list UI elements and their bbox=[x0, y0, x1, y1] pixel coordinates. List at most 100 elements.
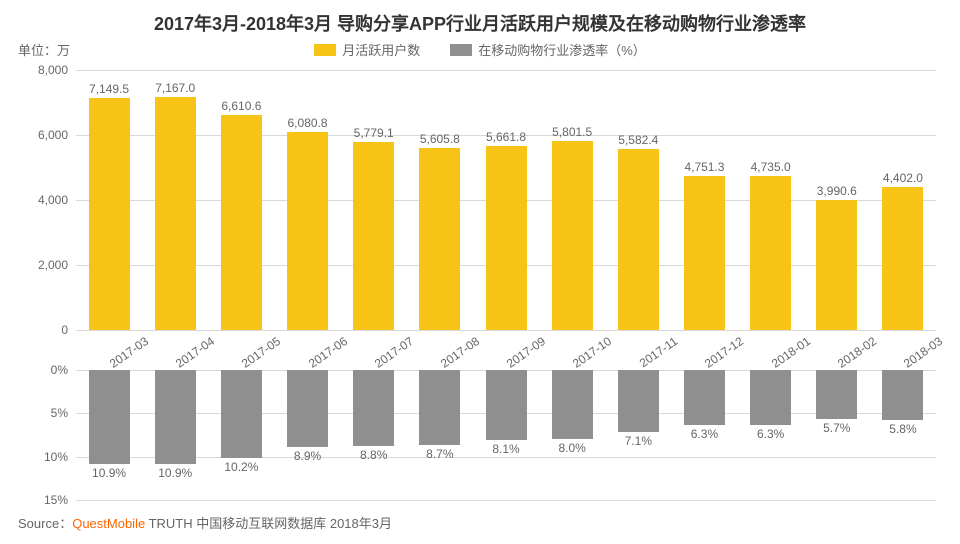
x-tick-label: 2017-05 bbox=[208, 334, 274, 348]
source-brand: QuestMobile bbox=[72, 516, 145, 531]
bar-slot: 10.9% bbox=[76, 370, 142, 500]
top-bar-chart: 02,0004,0006,0008,0007,149.57,167.06,610… bbox=[76, 70, 936, 330]
penetration-bar: 7.1% bbox=[618, 370, 659, 432]
mau-bar: 4,751.3 bbox=[684, 176, 725, 330]
bar-slot: 3,990.6 bbox=[804, 70, 870, 330]
mau-bar: 6,610.6 bbox=[221, 115, 262, 330]
bar-slot: 6,080.8 bbox=[274, 70, 340, 330]
mau-bar: 5,605.8 bbox=[419, 148, 460, 330]
x-axis: 2017-032017-042017-052017-062017-072017-… bbox=[76, 334, 936, 348]
penetration-bar: 6.3% bbox=[684, 370, 725, 425]
bar-value-label: 4,402.0 bbox=[883, 171, 923, 187]
y-tick-label: 15% bbox=[44, 493, 76, 507]
bar-slot: 8.7% bbox=[407, 370, 473, 500]
source-line: Source：QuestMobile TRUTH 中国移动互联网数据库 2018… bbox=[18, 513, 392, 532]
bar-value-label: 8.0% bbox=[558, 439, 585, 455]
x-tick-label: 2017-10 bbox=[539, 334, 605, 348]
bar-value-label: 10.2% bbox=[224, 458, 258, 474]
chart-title: 2017年3月-2018年3月 导购分享APP行业月活跃用户规模及在移动购物行业… bbox=[0, 10, 960, 36]
x-tick-label: 2017-03 bbox=[76, 334, 142, 348]
bar-slot: 5.7% bbox=[804, 370, 870, 500]
bar-slot: 5,779.1 bbox=[341, 70, 407, 330]
bottom-bar-chart: 0%5%10%15%10.9%10.9%10.2%8.9%8.8%8.7%8.1… bbox=[76, 370, 936, 500]
bar-value-label: 5.8% bbox=[889, 420, 916, 436]
bar-slot: 4,751.3 bbox=[671, 70, 737, 330]
gridline bbox=[76, 330, 936, 331]
bar-slot: 5,582.4 bbox=[605, 70, 671, 330]
legend-item-pen: 在移动购物行业渗透率（%） bbox=[450, 40, 646, 59]
x-tick-label: 2018-02 bbox=[804, 334, 870, 348]
source-prefix: Source： bbox=[18, 516, 72, 531]
bar-value-label: 5,779.1 bbox=[354, 126, 394, 142]
chart-container: 2017年3月-2018年3月 导购分享APP行业月活跃用户规模及在移动购物行业… bbox=[0, 0, 960, 544]
bar-value-label: 8.1% bbox=[492, 440, 519, 456]
x-tick-label: 2017-12 bbox=[671, 334, 737, 348]
x-tick-label: 2017-09 bbox=[473, 334, 539, 348]
bar-slot: 7,167.0 bbox=[142, 70, 208, 330]
bar-value-label: 6.3% bbox=[691, 425, 718, 441]
bar-value-label: 5,605.8 bbox=[420, 132, 460, 148]
y-tick-label: 8,000 bbox=[38, 63, 76, 77]
penetration-bar: 10.9% bbox=[155, 370, 196, 464]
y-tick-label: 4,000 bbox=[38, 193, 76, 207]
mau-bar: 6,080.8 bbox=[287, 132, 328, 330]
penetration-bar: 8.9% bbox=[287, 370, 328, 447]
gridline bbox=[76, 500, 936, 501]
y-tick-label: 0% bbox=[51, 363, 76, 377]
x-tick-label: 2017-07 bbox=[341, 334, 407, 348]
bar-slot: 6,610.6 bbox=[208, 70, 274, 330]
legend-swatch-mau bbox=[314, 44, 336, 56]
bar-value-label: 4,735.0 bbox=[751, 160, 791, 176]
mau-bar: 5,582.4 bbox=[618, 149, 659, 330]
y-tick-label: 5% bbox=[51, 406, 76, 420]
bars-row: 7,149.5 7,167.0 6,610.6 6,080.8 5,779.1 5,605… bbox=[76, 70, 936, 330]
y-tick-label: 6,000 bbox=[38, 128, 76, 142]
mau-bar: 7,167.0 bbox=[155, 97, 196, 330]
source-rest: TRUTH 中国移动互联网数据库 2018年3月 bbox=[145, 516, 392, 531]
bar-value-label: 5,582.4 bbox=[618, 133, 658, 149]
bar-slot: 5,605.8 bbox=[407, 70, 473, 330]
bar-value-label: 4,751.3 bbox=[684, 160, 724, 176]
bar-value-label: 5,661.8 bbox=[486, 130, 526, 146]
y-tick-label: 2,000 bbox=[38, 258, 76, 272]
bar-slot: 5.8% bbox=[870, 370, 936, 500]
y-tick-label: 10% bbox=[44, 450, 76, 464]
bar-value-label: 8.9% bbox=[294, 447, 321, 463]
x-tick-label: 2018-01 bbox=[738, 334, 804, 348]
bar-slot: 5,801.5 bbox=[539, 70, 605, 330]
bar-slot: 6.3% bbox=[671, 370, 737, 500]
bar-slot: 5,661.8 bbox=[473, 70, 539, 330]
bar-value-label: 10.9% bbox=[92, 464, 126, 480]
bar-value-label: 8.8% bbox=[360, 446, 387, 462]
bar-slot: 10.2% bbox=[208, 370, 274, 500]
mau-bar: 4,735.0 bbox=[750, 176, 791, 330]
bar-slot: 10.9% bbox=[142, 370, 208, 500]
bar-slot: 4,402.0 bbox=[870, 70, 936, 330]
penetration-bar: 8.0% bbox=[552, 370, 593, 439]
x-tick-label: 2017-11 bbox=[605, 334, 671, 348]
bar-slot: 8.0% bbox=[539, 370, 605, 500]
mau-bar: 3,990.6 bbox=[816, 200, 857, 330]
penetration-bar: 5.7% bbox=[816, 370, 857, 419]
penetration-bar: 6.3% bbox=[750, 370, 791, 425]
mau-bar: 5,801.5 bbox=[552, 141, 593, 330]
penetration-bar: 10.2% bbox=[221, 370, 262, 458]
bar-value-label: 5,801.5 bbox=[552, 125, 592, 141]
bar-value-label: 6.3% bbox=[757, 425, 784, 441]
bar-slot: 8.8% bbox=[341, 370, 407, 500]
bar-slot: 7.1% bbox=[605, 370, 671, 500]
mau-bar: 4,402.0 bbox=[882, 187, 923, 330]
bar-slot: 6.3% bbox=[738, 370, 804, 500]
legend-item-mau: 月活跃用户数 bbox=[314, 40, 420, 59]
bar-slot: 4,735.0 bbox=[738, 70, 804, 330]
mau-bar: 7,149.5 bbox=[89, 98, 130, 330]
bar-value-label: 5.7% bbox=[823, 419, 850, 435]
legend-label-pen: 在移动购物行业渗透率（%） bbox=[478, 40, 646, 59]
x-tick-label: 2018-03 bbox=[870, 334, 936, 348]
bar-slot: 8.9% bbox=[274, 370, 340, 500]
bar-value-label: 7,167.0 bbox=[155, 81, 195, 97]
mau-bar: 5,661.8 bbox=[486, 146, 527, 330]
bar-value-label: 6,610.6 bbox=[221, 99, 261, 115]
penetration-bar: 8.1% bbox=[486, 370, 527, 440]
bars-row: 10.9% 10.9% 10.2% 8.9% 8.8% 8.7% 8.1% 8.0% 7.1% 6… bbox=[76, 370, 936, 500]
